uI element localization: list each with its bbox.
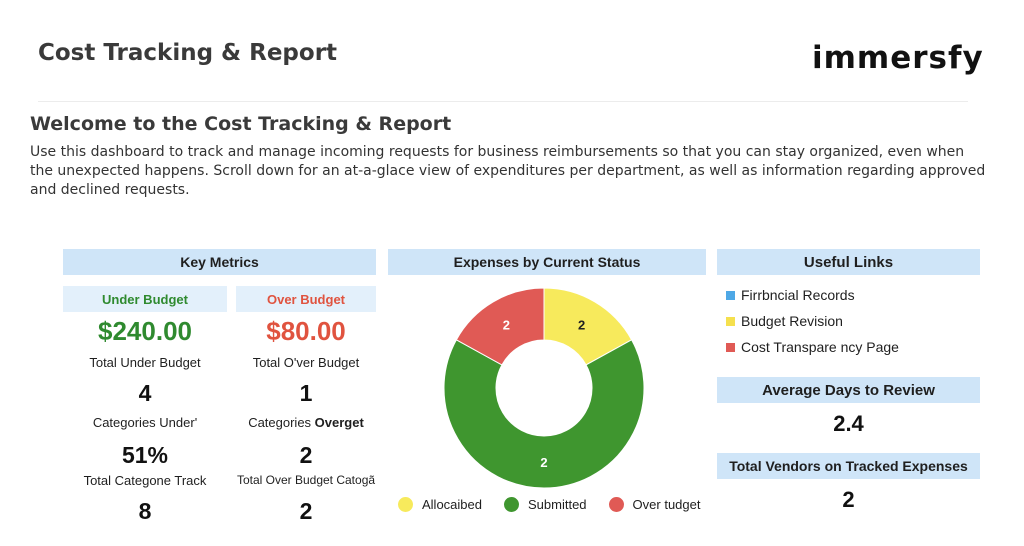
link-label[interactable]: Firrbncial Records — [741, 287, 855, 303]
useful-links-header: Useful Links — [717, 249, 980, 275]
link-financial-records[interactable]: Firrbncial Records — [726, 282, 899, 308]
welcome-title: Welcome to the Cost Tracking & Report — [30, 113, 452, 135]
legend-item-over-budget: Over tudget — [608, 497, 701, 512]
over-budget-amount-label: Total O'ver Budget — [252, 355, 360, 370]
link-label[interactable]: Cost Transpare ncy Page — [741, 339, 899, 355]
legend-item-submitted: Submitted — [504, 497, 587, 512]
over-budget-header: Over Budget — [236, 286, 376, 312]
legend-label: Over tudget — [632, 497, 701, 512]
legend-label: Allocaibed — [422, 497, 482, 512]
donut-label-allocated: 2 — [578, 317, 585, 332]
welcome-text: Use this dashboard to track and manage i… — [30, 144, 986, 198]
legend-swatch — [608, 497, 624, 512]
over-budget-categories-label-prefix: Categories — [248, 415, 315, 430]
link-bullet-icon — [726, 290, 735, 300]
donut-slice-submitted — [443, 339, 645, 489]
avg-review-header: Average Days to Review — [717, 377, 980, 403]
under-budget-percent: 51% — [121, 442, 169, 468]
under-budget-header: Under Budget — [63, 286, 227, 312]
under-budget-tracked: 8 — [138, 498, 152, 524]
link-bullet-icon — [726, 316, 735, 326]
under-budget-categories: 4 — [138, 380, 152, 406]
page-title: Cost Tracking & Report — [38, 40, 338, 66]
useful-links-list: Firrbncial Records Budget Revision Cost … — [726, 282, 899, 360]
link-cost-transparency[interactable]: Cost Transpare ncy Page — [726, 334, 899, 360]
donut-label-submitted: 2 — [540, 455, 547, 470]
donut-svg: 2 2 2 — [443, 287, 645, 489]
over-budget-tracked: 2 — [299, 498, 313, 524]
under-budget-amount-label: Total Under Budget — [89, 355, 201, 370]
vendors-header: Total Vendors on Tracked Expenses — [717, 453, 980, 479]
expenses-donut-chart: 2 2 2 — [388, 276, 706, 526]
brand-logo: immersfy — [812, 40, 984, 76]
link-budget-revision[interactable]: Budget Revision — [726, 308, 899, 334]
over-budget-categories-label: Categories Overget — [226, 415, 386, 430]
over-budget-categories: 1 — [299, 380, 313, 406]
under-budget-amount: $240.00 — [98, 316, 192, 346]
over-budget-amount: $80.00 — [266, 316, 346, 346]
key-metrics-header: Key Metrics — [63, 249, 376, 275]
legend-item-allocated: Allocaibed — [398, 497, 482, 512]
over-budget-count: 2 — [299, 442, 313, 468]
vendors-value: 2 — [842, 487, 855, 512]
legend-label: Submitted — [528, 497, 587, 512]
under-budget-categories-label: Categories Under' — [92, 415, 198, 430]
link-bullet-icon — [726, 342, 735, 352]
over-budget-categories-label-strong: Overget — [314, 415, 364, 430]
avg-review-value: 2.4 — [833, 411, 864, 436]
header-divider — [38, 101, 968, 102]
legend-swatch — [504, 497, 519, 512]
chart-legend: Allocaibed Submitted Over tudget — [398, 497, 722, 512]
over-budget-count-label: Total Over Budget Catogã — [236, 473, 376, 487]
under-budget-percent-label: Total Categone Track — [83, 473, 207, 488]
expenses-chart-header: Expenses by Current Status — [388, 249, 706, 275]
link-label[interactable]: Budget Revision — [741, 313, 843, 329]
legend-swatch — [398, 497, 413, 512]
donut-slice-over-budget — [455, 287, 545, 366]
donut-label-over-budget: 2 — [503, 317, 510, 332]
